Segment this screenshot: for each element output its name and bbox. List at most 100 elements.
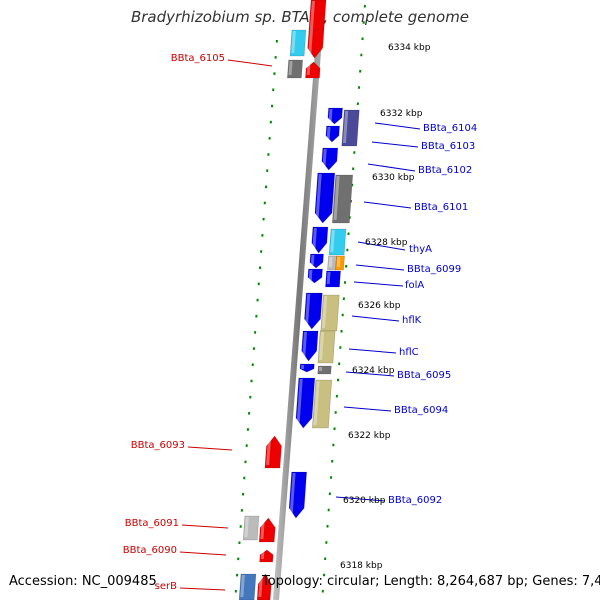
grey-gene-block: [317, 365, 332, 375]
plus-gene-highlight: [296, 379, 303, 425]
kbp-tick: 6322 kbp: [348, 431, 391, 441]
kbp-tick: 6318 kbp: [340, 561, 383, 571]
kbp-tick: 6320 kbp: [343, 496, 386, 506]
plus-gene-highlight: [312, 228, 317, 250]
gene-label[interactable]: serB: [155, 581, 177, 592]
minus-gene: [305, 61, 321, 79]
gene-label[interactable]: BBta_6092: [388, 495, 442, 506]
leader-line-plus: [367, 163, 416, 172]
leader-line-minus: [227, 59, 273, 67]
khaki-gene-block-highlight: [313, 381, 320, 425]
minus-gene-highlight: [308, 1, 315, 55]
kbp-tick: 6330 kbp: [372, 173, 415, 183]
khaki-gene-block-highlight: [319, 332, 325, 360]
minus-gene: [256, 573, 272, 600]
plus-gene-highlight: [308, 270, 313, 280]
leader-line-plus: [335, 496, 386, 502]
gene-label[interactable]: BBta_6102: [418, 165, 472, 176]
leader-line-plus: [357, 241, 406, 251]
gc-skew-rings: [234, 4, 366, 593]
leader-line-minus: [187, 446, 233, 451]
steelblue-gene-block: [238, 573, 257, 600]
plus-gene: [309, 253, 324, 269]
gene-label[interactable]: BBta_6099: [407, 264, 461, 275]
plus-gene: [311, 226, 329, 254]
leader-line-plus: [348, 348, 397, 354]
minus-gene-highlight: [266, 437, 272, 465]
gene-label[interactable]: BBta_6095: [397, 370, 451, 381]
plus-gene-block: [325, 270, 341, 288]
plus-gene-highlight: [315, 174, 322, 220]
cyan-gene-block-highlight: [291, 31, 296, 53]
minus-gene: [307, 0, 327, 59]
kbp-tick: 6328 kbp: [365, 238, 408, 248]
map-title: Bradyrhizobium sp. BTAi1, complete genom…: [130, 8, 470, 26]
orange-gene-block-highlight: [336, 257, 341, 267]
minus-gene-highlight: [260, 519, 265, 539]
grey-gene-block-highlight: [328, 257, 333, 267]
leader-line-plus: [374, 122, 421, 130]
cyan-gene-block-highlight: [330, 230, 335, 252]
gene-label[interactable]: BBta_6105: [171, 53, 225, 64]
leader-line-plus: [371, 141, 419, 148]
gene-label[interactable]: hflC: [399, 347, 419, 358]
plus-gene: [301, 330, 319, 362]
purple-gene-block-highlight: [342, 111, 349, 143]
gene-label[interactable]: BBta_6103: [421, 141, 475, 152]
plus-gene-highlight: [304, 294, 311, 326]
gene-label[interactable]: BBta_6104: [423, 123, 477, 134]
plus-gene: [307, 268, 323, 284]
grey-gene-block-highlight: [244, 517, 249, 537]
plus-gene: [321, 147, 339, 171]
gene-label[interactable]: BBta_6101: [414, 202, 468, 213]
minus-gene: [258, 517, 276, 543]
minus-gene-highlight: [258, 575, 263, 597]
gene-label[interactable]: BBta_6093: [131, 440, 185, 451]
gene-label[interactable]: BBta_6090: [123, 545, 177, 556]
leader-line-plus: [345, 371, 395, 377]
orange-gene-block: [335, 255, 345, 271]
plus-gene-highlight: [302, 332, 308, 358]
minus-gene: [259, 549, 274, 563]
plus-gene-highlight: [322, 149, 327, 167]
leader-line-plus: [363, 201, 412, 209]
plus-gene: [325, 125, 340, 143]
plus-gene: [327, 107, 343, 125]
grey-gene-block-highlight: [333, 176, 340, 220]
leader-line-plus: [353, 281, 404, 287]
plus-gene-highlight: [289, 473, 296, 515]
grey-gene-block-highlight: [318, 367, 323, 371]
leader-line-minus: [181, 524, 229, 529]
plus-gene-highlight: [326, 127, 331, 139]
khaki-gene-block: [320, 294, 340, 332]
kbp-tick: 6332 kbp: [380, 109, 423, 119]
minus-strand-labels: BBta_6105 BBta_6093 BBta_6091 BBta_6090 …: [123, 53, 225, 592]
plus-gene: [299, 363, 315, 373]
khaki-gene-block: [312, 379, 333, 429]
purple-gene-block: [341, 109, 360, 147]
plus-strand-labels: BBta_6104 BBta_6103 BBta_6102 BBta_6101 …: [388, 123, 477, 506]
khaki-gene-block: [317, 330, 336, 364]
leader-line-minus: [179, 587, 226, 591]
gene-label[interactable]: folA: [405, 280, 424, 291]
khaki-gene-block-highlight: [321, 296, 328, 328]
kbp-ticks: 6334 kbp 6332 kbp 6330 kbp 6328 kbp 6326…: [340, 43, 431, 571]
gene-label[interactable]: BBta_6091: [125, 518, 179, 529]
grey-gene-block-highlight: [288, 61, 293, 75]
plus-gene: [304, 292, 323, 330]
leader-line-minus: [179, 551, 227, 556]
cyan-gene-block: [328, 228, 347, 256]
gene-track: [238, 0, 360, 600]
leader-line-plus: [351, 315, 400, 322]
gene-label[interactable]: hflK: [402, 315, 422, 326]
minus-gene: [264, 435, 282, 469]
plus-gene-highlight: [328, 109, 333, 121]
plus-gene-highlight: [310, 255, 315, 265]
gene-label[interactable]: thyA: [409, 244, 432, 255]
grey-gene-block: [332, 174, 354, 224]
gene-label[interactable]: BBta_6094: [394, 405, 448, 416]
leader-line-plus: [343, 406, 392, 412]
steelblue-gene-block-highlight: [240, 575, 245, 597]
